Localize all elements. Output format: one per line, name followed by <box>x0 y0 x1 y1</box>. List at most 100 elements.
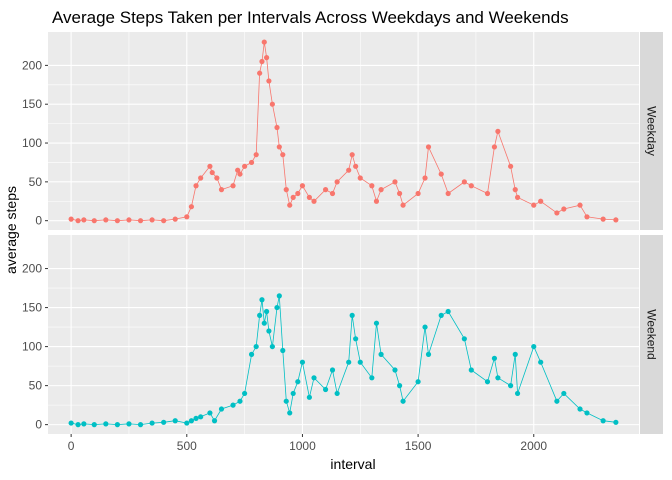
data-point-weekday <box>103 217 109 223</box>
data-point-weekend <box>269 343 275 350</box>
data-point-weekend <box>263 308 270 315</box>
data-point-weekend <box>248 351 255 357</box>
data-point-weekday <box>276 144 282 150</box>
data-point-weekend <box>299 359 306 365</box>
data-point-weekday <box>263 55 270 61</box>
data-point-weekday <box>114 218 120 224</box>
data-point-weekday <box>266 78 272 84</box>
y-tick-label: 50 <box>29 175 43 189</box>
data-point-weekend <box>438 312 444 318</box>
data-point-weekend <box>237 398 243 404</box>
data-point-weekend <box>484 379 491 385</box>
data-point-weekday <box>237 171 243 177</box>
data-point-weekday <box>561 206 567 212</box>
data-point-weekday <box>184 214 190 220</box>
data-point-weekday <box>538 198 544 204</box>
data-point-weekday <box>353 163 359 169</box>
data-point-weekday <box>584 214 590 220</box>
data-point-weekday <box>311 198 317 204</box>
data-point-weekday <box>445 190 451 197</box>
x-tick-label: 1000 <box>289 439 316 453</box>
data-point-weekend <box>378 351 384 357</box>
data-point-weekend <box>68 420 74 426</box>
data-point-weekday <box>613 217 619 223</box>
data-point-weekday <box>373 198 380 204</box>
data-point-weekday <box>253 152 259 158</box>
data-point-weekday <box>290 194 296 200</box>
data-point-weekend <box>259 297 265 303</box>
data-point-weekday <box>75 218 81 224</box>
data-point-weekday <box>295 190 301 197</box>
data-point-weekday <box>287 202 293 208</box>
data-point-weekend <box>161 419 167 425</box>
data-point-weekend <box>392 367 398 373</box>
y-tick-label: 100 <box>22 340 42 354</box>
data-point-weekday <box>257 70 263 76</box>
data-point-weekend <box>353 336 359 342</box>
y-tick-label: 150 <box>22 97 42 111</box>
data-point-weekday <box>306 194 312 200</box>
data-point-weekend <box>531 343 537 350</box>
data-point-weekday <box>392 179 398 185</box>
data-point-weekday <box>269 101 275 107</box>
x-tick-label: 500 <box>177 439 197 453</box>
data-point-weekday <box>207 163 213 169</box>
data-point-weekday <box>218 187 225 193</box>
data-point-weekend <box>349 312 355 318</box>
data-point-weekend <box>280 347 286 354</box>
data-point-weekday <box>349 152 355 158</box>
series-layer <box>68 39 619 428</box>
data-point-weekday <box>248 159 255 166</box>
data-point-weekend <box>283 398 289 404</box>
data-point-weekend <box>600 418 606 424</box>
data-point-weekday <box>514 194 521 200</box>
data-point-weekend <box>290 390 296 397</box>
y-axis-title: average steps <box>3 186 19 274</box>
data-point-weekend <box>346 359 352 365</box>
data-point-weekday <box>334 179 340 185</box>
data-point-weekday <box>274 124 280 131</box>
panel-background <box>48 32 639 230</box>
facet-label-weekend: Weekend <box>645 309 659 359</box>
data-point-weekend <box>261 320 267 326</box>
data-point-weekday <box>322 187 329 193</box>
data-point-weekend <box>400 398 406 404</box>
data-point-weekend <box>207 410 213 416</box>
data-point-weekend <box>295 379 301 385</box>
data-point-weekend <box>242 390 248 397</box>
y-tick-label: 50 <box>29 379 43 393</box>
data-point-weekend <box>373 320 380 326</box>
data-point-weekday <box>346 167 352 173</box>
data-point-weekend <box>230 402 236 408</box>
data-point-weekend <box>508 383 514 389</box>
data-point-weekend <box>461 336 467 342</box>
data-point-weekend <box>198 414 204 420</box>
y-tick-label: 150 <box>22 301 42 315</box>
panel-backgrounds <box>48 32 639 434</box>
facet-label-weekday: Weekday <box>645 106 659 156</box>
data-point-weekday <box>378 187 384 193</box>
data-point-weekend <box>514 390 521 397</box>
data-point-weekday <box>461 179 467 185</box>
data-point-weekday <box>81 217 87 223</box>
data-point-weekday <box>508 163 514 169</box>
data-point-weekend <box>274 304 280 311</box>
data-point-weekend <box>218 406 225 412</box>
chart-title: Average Steps Taken per Intervals Across… <box>52 8 569 27</box>
data-point-weekday <box>259 58 265 65</box>
data-point-weekday <box>369 183 375 189</box>
data-point-weekday <box>425 144 432 150</box>
y-tick-label: 200 <box>22 262 42 276</box>
data-point-weekday <box>495 128 501 134</box>
data-point-weekday <box>554 210 560 216</box>
y-tick-label: 0 <box>35 214 42 228</box>
y-tick-label: 0 <box>35 418 42 432</box>
data-point-weekday <box>299 183 306 189</box>
data-point-weekday <box>172 216 178 222</box>
data-point-weekday <box>137 218 144 224</box>
data-point-weekend <box>491 355 498 361</box>
data-point-weekday <box>484 190 491 197</box>
data-point-weekday <box>400 202 406 208</box>
x-tick-label: 1500 <box>405 439 432 453</box>
